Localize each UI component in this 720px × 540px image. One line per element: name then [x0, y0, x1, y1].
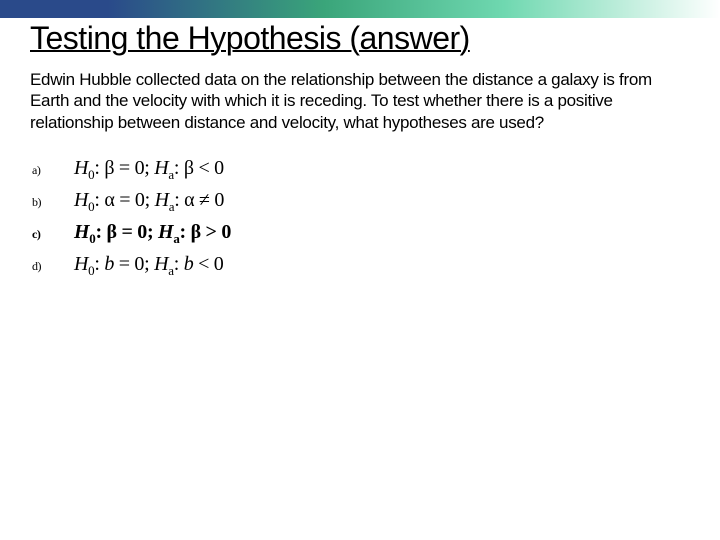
option-b: b) H0: α = 0; Ha: α ≠ 0: [32, 189, 690, 215]
option-label: c): [32, 227, 74, 242]
option-c: c) H0: β = 0; Ha: β > 0: [32, 221, 690, 247]
option-a: a) H0: β = 0; Ha: β < 0: [32, 157, 690, 183]
option-label: a): [32, 163, 74, 178]
answer-options: a) H0: β = 0; Ha: β < 0 b) H0: α = 0; Ha…: [30, 157, 690, 279]
option-text: H0: b = 0; Ha: b < 0: [74, 253, 223, 279]
option-text: H0: α = 0; Ha: α ≠ 0: [74, 189, 224, 215]
decorative-top-bar: [0, 0, 720, 18]
option-label: d): [32, 259, 74, 274]
option-label: b): [32, 195, 74, 210]
option-d: d) H0: b = 0; Ha: b < 0: [32, 253, 690, 279]
option-text: H0: β = 0; Ha: β > 0: [74, 221, 231, 247]
option-text: H0: β = 0; Ha: β < 0: [74, 157, 224, 183]
slide-content: Testing the Hypothesis (answer) Edwin Hu…: [0, 20, 720, 279]
slide-title: Testing the Hypothesis (answer): [30, 20, 690, 57]
question-text: Edwin Hubble collected data on the relat…: [30, 69, 690, 133]
